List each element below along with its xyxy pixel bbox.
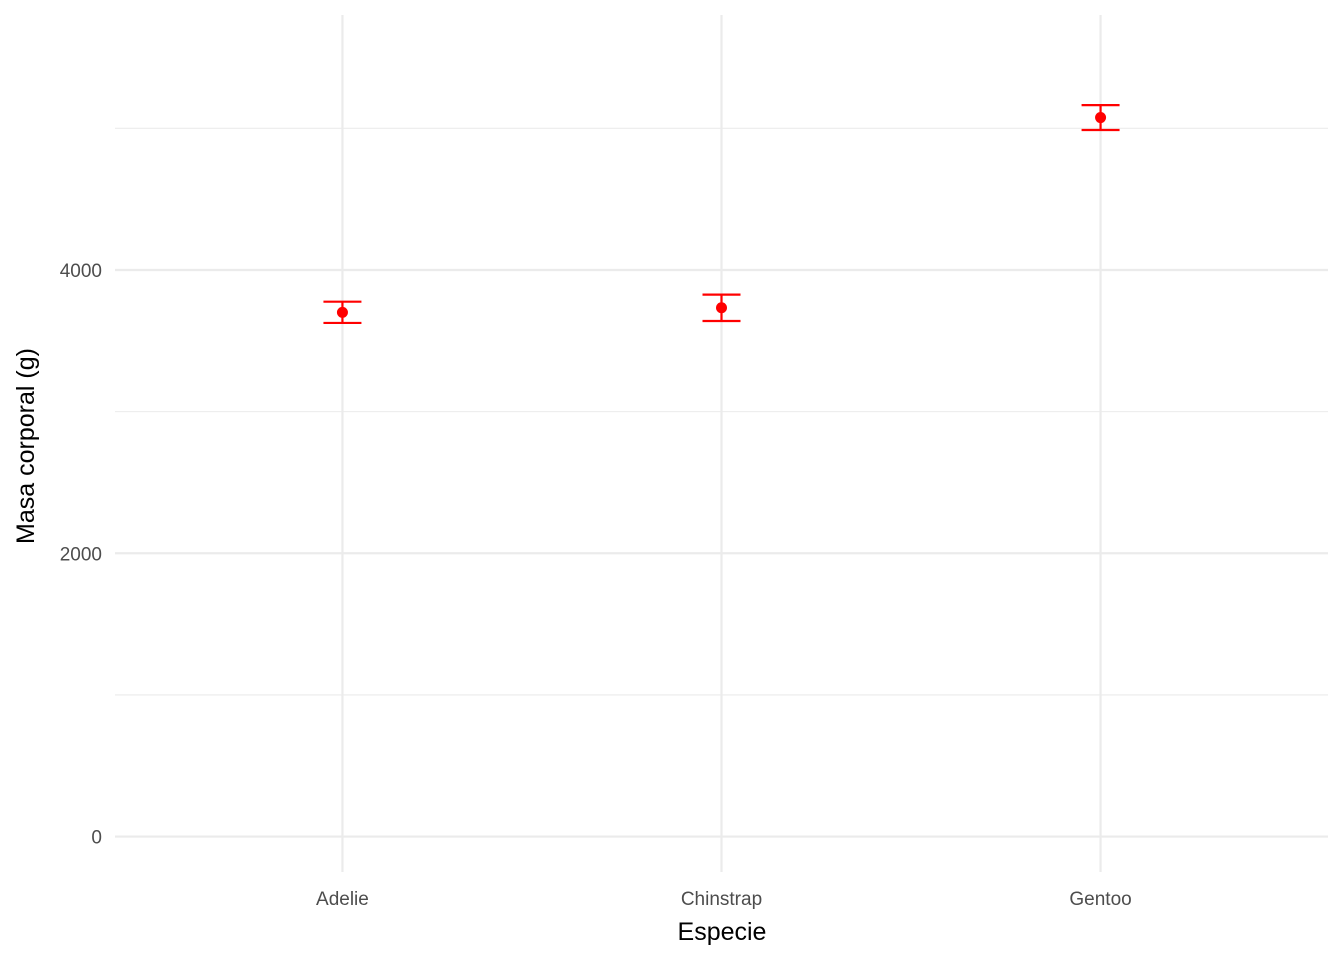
data-point — [716, 302, 727, 314]
tick-labels: 0 2000 4000 Adelie Chinstrap Gentoo — [60, 261, 1132, 910]
x-tick-label: Gentoo — [1069, 889, 1131, 910]
y-tick-label: 4000 — [60, 261, 102, 282]
x-tick-label: Chinstrap — [681, 889, 762, 910]
data-point — [1095, 112, 1107, 124]
x-axis-title: Especie — [678, 918, 767, 946]
x-tick-label: Adelie — [316, 889, 369, 910]
grid-major — [115, 15, 1328, 872]
y-axis-title: Masa corporal (g) — [12, 348, 40, 544]
y-tick-label: 0 — [91, 828, 102, 849]
data-point — [336, 306, 348, 318]
data-marks — [323, 103, 1120, 325]
y-tick-label: 2000 — [60, 544, 102, 565]
